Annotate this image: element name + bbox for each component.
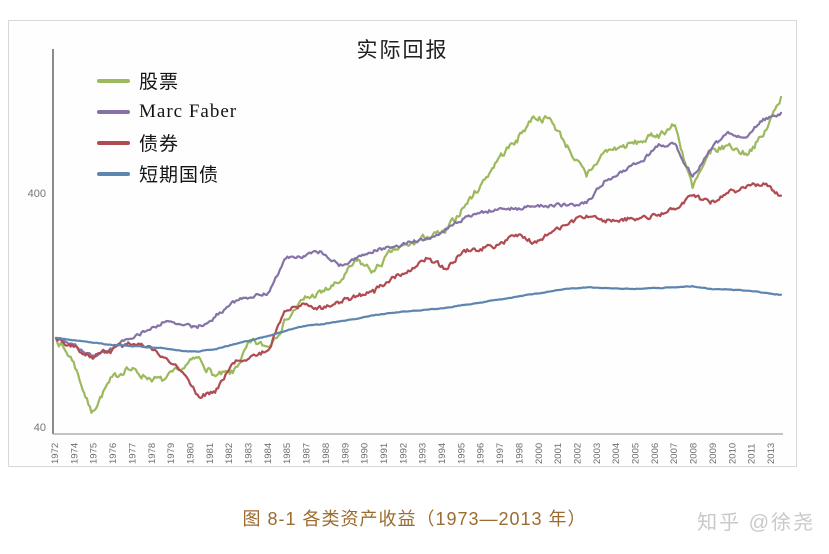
figure-caption: 图 8-1 各类资产收益（1973—2013 年） [242,509,587,529]
x-tick-label: 1993 [418,443,429,464]
legend-line-swatch [97,171,130,176]
x-tick-label: 1990 [360,443,371,464]
x-tick-label: 1980 [186,443,197,464]
x-tick-label: 2011 [747,444,758,464]
chart-title: 实际回报 [356,38,449,62]
x-tick-label: 2004 [611,443,622,464]
legend-item-label: 短期国债 [139,165,220,186]
x-tick-label: 1977 [127,443,138,464]
legend-item-label: 债券 [139,134,180,155]
x-tick-label: 2002 [573,443,584,464]
x-tick-label: 1995 [456,443,467,464]
x-tick-label: 1994 [437,443,448,464]
x-tick-label: 1974 [69,443,80,464]
x-tick-label: 1991 [379,443,390,464]
x-tick-label: 1972 [50,443,61,464]
series-line-2 [54,182,783,399]
x-tick-label: 2007 [669,443,680,464]
x-tick-label: 1985 [282,443,293,464]
x-tick-label: 1997 [495,443,506,464]
series-line-1 [54,111,783,358]
x-tick-label: 1988 [321,443,332,464]
watermark: 知乎 @徐尧 [697,512,815,534]
legend-line-swatch [97,140,130,145]
x-tick-label: 1976 [108,443,119,464]
x-tick-label: 1982 [224,443,235,464]
x-tick-label: 1983 [244,443,255,464]
x-tick-label: 2001 [553,443,564,464]
series-line-3 [54,285,783,353]
x-tick-label: 2013 [766,443,777,464]
x-tick-label: 2003 [592,443,603,464]
legend-item-1: Marc Faber [97,96,237,127]
legend-line-swatch [97,109,130,114]
legend-item-label: 股票 [139,72,180,93]
legend-item-label: Marc Faber [139,100,238,122]
legend-line-swatch [97,78,130,83]
legend-item-2: 债券 [97,127,237,158]
x-tick-label: 1987 [302,443,313,464]
x-tick-label: 1989 [340,443,351,464]
legend-item-0: 股票 [97,65,237,96]
x-tick-label: 1996 [476,443,487,464]
x-tick-label: 2008 [689,443,700,464]
x-tick-label: 2009 [708,443,719,464]
x-tick-label: 1978 [147,443,158,464]
y-tick-label: 40 [34,422,46,434]
plot-area: 400 40 1972 1974 1975 1976 1977 1978 1979 1980 198… [28,49,783,464]
x-tick-label: 1975 [89,443,100,464]
x-tick-label: 2010 [727,443,738,464]
x-tick-label: 2000 [534,443,545,464]
chart-container: 实际回报 400 40 1972 1974 1975 1976 1977 1978 1979 19… [8,20,797,467]
y-tick-label: 400 [28,188,46,200]
legend: 股票 Marc Faber 债券 短期国债 [97,65,237,189]
x-tick-label: 1984 [263,443,274,464]
x-tick-label: 1979 [166,443,177,464]
x-tick-label: 2006 [650,443,661,464]
x-tick-label: 2005 [631,443,642,464]
x-tick-label: 1998 [514,443,525,464]
x-tick-label: 1992 [398,443,409,464]
x-tick-label: 1981 [205,443,216,464]
legend-item-3: 短期国债 [97,158,237,189]
